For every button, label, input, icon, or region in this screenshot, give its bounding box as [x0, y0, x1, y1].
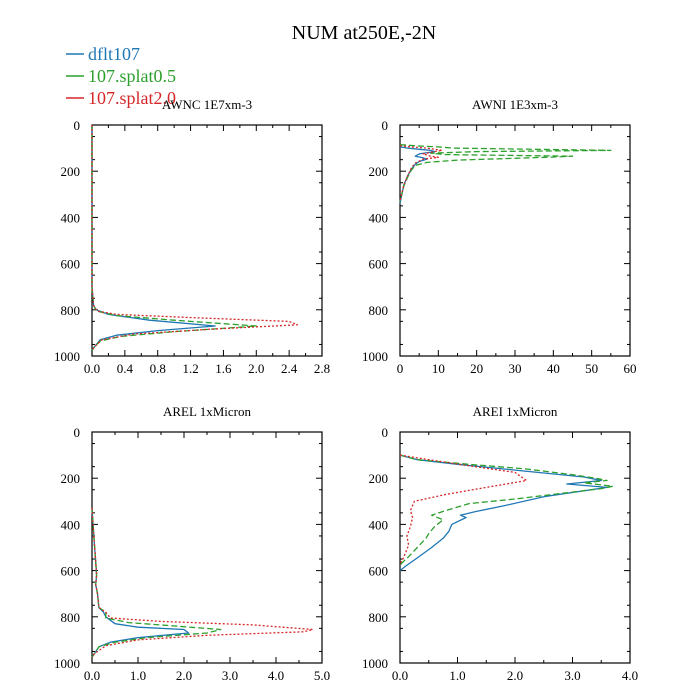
x-tick-label-arei: 3.0 [564, 668, 580, 683]
plot-frame-awni [399, 124, 631, 357]
legend-label-dflt107: dflt107 [88, 44, 140, 64]
x-tick-label-arei: 2.0 [507, 668, 523, 683]
y-tick-label-awni: 0 [382, 118, 389, 133]
y-tick-label-awni: 800 [369, 303, 389, 318]
x-tick-label-awni: 50 [585, 361, 598, 376]
x-tick-label-awni: 60 [624, 361, 637, 376]
x-tick-label-awni: 30 [509, 361, 522, 376]
panel-title-awni: AWNI 1E3xm-3 [472, 97, 558, 112]
series-line-arei-splat20 [399, 454, 528, 565]
panel-title-awnc: AWNC 1E7xm-3 [162, 97, 252, 112]
plot-frame-arei [399, 431, 631, 664]
x-tick-label-arel: 4.0 [268, 668, 284, 683]
x-tick-label-arel: 5.0 [314, 668, 330, 683]
y-tick-label-arel: 0 [74, 425, 81, 440]
series-line-arei-splat05 [399, 454, 614, 566]
panel-awni: AWNI 1E3xm-30 10 20 30 40 50 60020040060080010… [362, 97, 637, 376]
series-line-awnc-dflt107 [91, 125, 216, 351]
x-tick-label-arel: 0.0 [84, 668, 100, 683]
x-tick-label-awni: 10 [432, 361, 445, 376]
x-tick-label-awnc: 2.0 [248, 361, 264, 376]
y-tick-label-arei: 400 [369, 517, 389, 532]
x-tick-label-arei: 1.0 [449, 668, 465, 683]
y-tick-label-arei: 600 [369, 564, 389, 579]
series-line-arei-dflt107 [399, 454, 608, 572]
y-tick-label-arel: 400 [61, 517, 81, 532]
series-line-arel-dflt107 [91, 508, 190, 658]
legend: dflt107 107.splat0.5 107.splat2.0 [66, 44, 176, 108]
x-tick-label-awnc: 0.0 [84, 361, 100, 376]
series-line-awnc-splat20 [91, 125, 299, 351]
x-tick-label-awni: 40 [547, 361, 560, 376]
series-line-awni-splat05 [399, 143, 612, 202]
y-tick-label-arel: 800 [61, 610, 81, 625]
y-tick-label-awni: 600 [369, 257, 389, 272]
panel-arel: AREL 1xMicron 0.0 1.0 2.0 3.0 4.0 5.0 0 200 400 60… [54, 404, 330, 683]
y-tick-label-awnc: 800 [61, 303, 81, 318]
y-tick-label-awnc: 0 [74, 118, 81, 133]
y-tick-label-arei: 800 [369, 610, 389, 625]
panel-arei: AREI 1xMicron 0.0 1.0 2.0 3.0 4.0 0 200 400 600 80… [362, 404, 638, 683]
series-line-arel-splat05 [91, 508, 222, 658]
panel-title-arei: AREI 1xMicron [473, 404, 558, 419]
y-tick-label-arel: 200 [61, 471, 81, 486]
y-tick-label-arei: 0 [382, 425, 389, 440]
series-line-awni-splat20 [399, 145, 443, 202]
x-tick-label-arei: 0.0 [392, 668, 408, 683]
panel-awnc: AWNC 1E7xm-3 0.0 0.4 0.8 1.2 1.6 2.0 2.4 2.8 0 200… [54, 97, 330, 376]
series-line-arel-splat20 [91, 508, 314, 658]
x-tick-label-arei: 4.0 [622, 668, 638, 683]
y-tick-label-awnc: 400 [61, 210, 81, 225]
x-tick-label-awnc: 2.4 [281, 361, 298, 376]
y-tick-label-awnc: 1000 [54, 349, 80, 364]
y-tick-label-awnc: 200 [61, 164, 81, 179]
plot-frame-arel [91, 431, 323, 664]
y-tick-label-arei: 200 [369, 471, 389, 486]
panel-title-arel: AREL 1xMicron [163, 404, 251, 419]
x-tick-label-arel: 1.0 [130, 668, 146, 683]
x-tick-label-awnc: 0.4 [117, 361, 134, 376]
y-tick-label-awni: 200 [369, 164, 389, 179]
y-tick-label-arei: 1000 [362, 656, 388, 671]
x-tick-label-awnc: 2.8 [314, 361, 330, 376]
legend-label-splat20: 107.splat2.0 [88, 88, 176, 108]
y-tick-label-awnc: 600 [61, 257, 81, 272]
y-tick-label-arel: 1000 [54, 656, 80, 671]
x-tick-label-awnc: 1.6 [215, 361, 232, 376]
x-tick-label-arel: 3.0 [222, 668, 238, 683]
x-tick-label-arel: 2.0 [176, 668, 192, 683]
x-tick-label-awnc: 1.2 [182, 361, 198, 376]
x-tick-label-awni: 20 [470, 361, 483, 376]
x-tick-label-awnc: 0.8 [150, 361, 166, 376]
y-tick-label-awni: 400 [369, 210, 389, 225]
x-tick-label-awni: 0 [397, 361, 404, 376]
figure-title: NUM at250E,-2N [292, 22, 436, 44]
y-tick-label-arel: 600 [61, 564, 81, 579]
y-tick-label-awni: 1000 [362, 349, 388, 364]
legend-label-splat05: 107.splat0.5 [88, 66, 176, 86]
